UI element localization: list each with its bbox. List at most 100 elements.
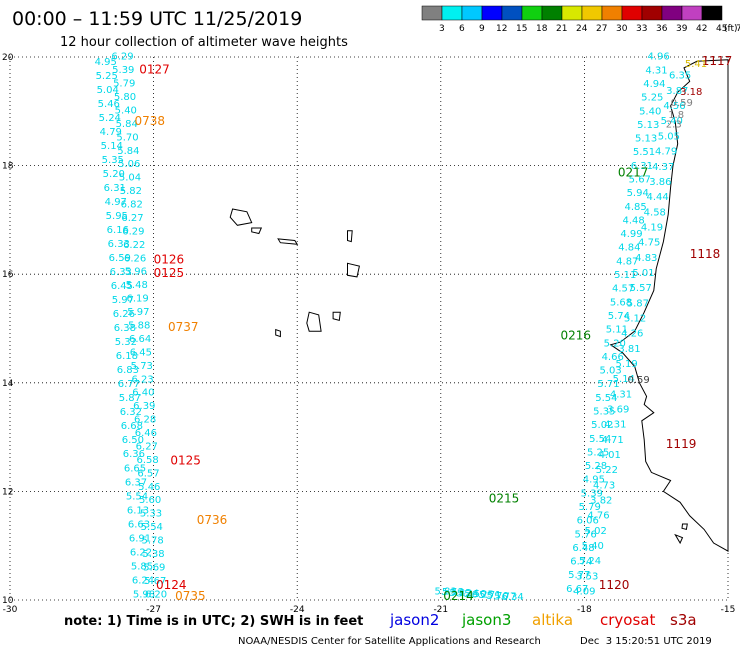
track-value: 6.24 [132, 575, 154, 586]
colorbar-swatch [501, 5, 523, 21]
pass-label: 1119 [666, 437, 697, 451]
track-value: 5.83 [434, 587, 456, 598]
track-value: 6.58 [136, 455, 158, 466]
track-value: 4.58 [644, 207, 666, 218]
satellite-tracks: 6.29 5.39 5.79 5.80 5.40 5.84 5.70 5.84 5.06 5.04… [95, 52, 692, 603]
lon-tick-label: -24 [290, 605, 305, 615]
track-value: 6.06 [577, 516, 599, 527]
track-value: 5.13 [637, 120, 659, 131]
pass-label: 0126 [154, 252, 185, 266]
track-value: 6.16 [107, 225, 129, 236]
track-value: 4.84 [618, 243, 640, 254]
track-value: 2.3 [666, 120, 682, 131]
track-value: 3.87 [666, 86, 688, 97]
track-value: 5.13 [635, 134, 657, 145]
track-value: 5.54 [141, 522, 163, 533]
track-value: 6.63 [128, 519, 150, 530]
track-value: 4.79 [100, 127, 122, 138]
track-value: 4.19 [641, 222, 663, 233]
track-value: 4.31 [610, 389, 632, 400]
track-value: 5.25 [96, 71, 118, 82]
track-value: 4.99 [620, 229, 642, 240]
track-value: 6.64 [129, 334, 151, 345]
track-value: 5.94 [627, 188, 649, 199]
pass-label: 1118 [690, 247, 721, 261]
island-santiago [306, 311, 322, 332]
track-value: 4.71 [601, 435, 623, 446]
track-value: 6.40 [132, 388, 154, 399]
colorbar-swatch [461, 5, 483, 21]
track-value: 0.59 [671, 98, 693, 109]
lat-tick-label: 20 [2, 53, 14, 63]
track-value: 6.33 [108, 239, 130, 250]
track-value: 4.26 [621, 329, 643, 340]
lat-tick-label: 16 [2, 270, 14, 280]
legend-note: note: 1) Time is in UTC; 2) SWH is in fe… [64, 614, 363, 629]
track-value: 5.76 [574, 529, 596, 540]
track-value: 4.37 [652, 162, 674, 173]
footer-timestamp: Dec 3 15:20:51 UTC 2019 [580, 636, 712, 647]
lat-tick-label: 12 [2, 487, 13, 497]
track-value: 6.46 [135, 428, 157, 439]
track-value: 5.71 [479, 590, 501, 601]
pass-label: 1120 [599, 578, 630, 592]
lat-tick-label: 10 [2, 596, 14, 606]
track-value: 6.83 [117, 365, 139, 376]
track-value: 6.77 [118, 379, 140, 390]
track-value: 5.67 [144, 576, 166, 587]
lat-tick-label: 14 [2, 379, 14, 389]
track-value: 3.69 [607, 405, 629, 416]
track-value: 6.27 [121, 213, 143, 224]
track-value: 4.96 [647, 52, 669, 63]
track-value: 5.74 [608, 311, 630, 322]
island-bijagos-1 [681, 523, 688, 531]
track-value: 6.57 [137, 468, 159, 479]
track-value: 5.60 [139, 495, 161, 506]
pass-labels: 0127073801260125073701250736012407350217… [135, 54, 733, 603]
colorbar-label: 30 [616, 24, 628, 34]
track-value: 5.34 [457, 588, 479, 599]
track-value: 6.20 [145, 589, 167, 600]
colorbar-label: 70 [736, 24, 740, 34]
track-value: 5.70 [116, 132, 138, 143]
colorbar-swatch [601, 5, 623, 21]
track-value: 6.31 [104, 183, 126, 194]
colorbar-label: 36 [656, 24, 668, 34]
track-value: 5.46 [98, 99, 120, 110]
lon-tick-label: -15 [721, 605, 736, 615]
track-value: 5.97 [127, 307, 149, 318]
track-value: 5.05 [658, 131, 680, 142]
track-value: 6.22 [130, 547, 152, 558]
track-value: 5.33 [140, 509, 162, 520]
track-value: 4.01 [599, 450, 621, 461]
legend-jason3: jason3 [461, 611, 511, 629]
island-sao-vicente [251, 227, 263, 235]
track-value: 5.35 [102, 155, 124, 166]
track-value: 5.67 [629, 175, 651, 186]
track-value: 6.50 [122, 435, 144, 446]
track-value: 4.48 [622, 216, 644, 227]
track-value: 5.54 [126, 491, 148, 502]
track-value: 4.95 [583, 475, 605, 486]
track-value: 5.85 [131, 561, 153, 572]
track-value: 5.68 [610, 297, 632, 308]
pass-label: 0124 [156, 578, 187, 592]
pass-label: 0738 [135, 114, 166, 128]
track-value: 4.44 [646, 192, 668, 203]
track-value: 5.51 [633, 147, 655, 158]
track-value: 3.53 [576, 571, 598, 582]
colorbar-label: 3 [439, 24, 445, 34]
track-value: 6.22 [123, 240, 145, 251]
colorbar-label: 15 [516, 24, 527, 34]
pass-label: 0737 [168, 320, 199, 334]
colorbar-swatch [701, 5, 723, 21]
colorbar-label: 42 [696, 24, 707, 34]
island-boa-vista [347, 262, 360, 278]
track-value: 5.38 [142, 549, 164, 560]
track-value: 4.66 [602, 352, 624, 363]
track-value: 4.87 [616, 256, 638, 267]
colorbar-label: 6 [459, 24, 465, 34]
track-value: 3.81 [618, 344, 640, 355]
track-value: 5.39 [112, 65, 134, 76]
canary-coast [609, 59, 729, 552]
